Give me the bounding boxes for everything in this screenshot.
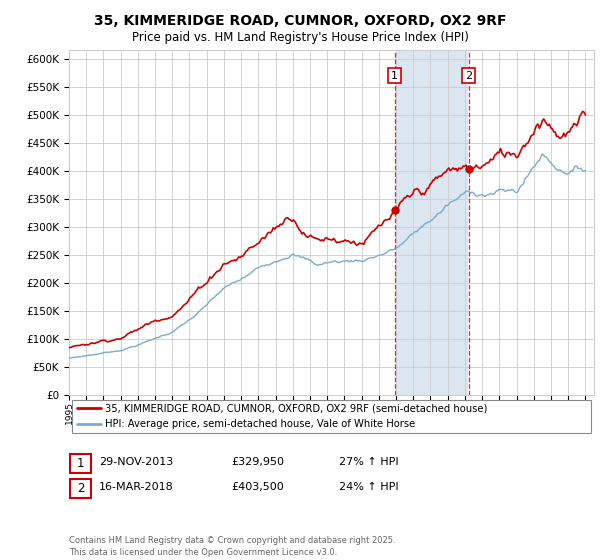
Text: 35, KIMMERIDGE ROAD, CUMNOR, OXFORD, OX2 9RF (semi-detached house): 35, KIMMERIDGE ROAD, CUMNOR, OXFORD, OX2… [105, 403, 487, 413]
Text: 2: 2 [77, 482, 84, 496]
Text: HPI: Average price, semi-detached house, Vale of White Horse: HPI: Average price, semi-detached house,… [105, 419, 415, 430]
FancyBboxPatch shape [71, 400, 592, 433]
Text: 1: 1 [77, 457, 84, 470]
Text: 16-MAR-2018: 16-MAR-2018 [99, 482, 174, 492]
Text: 1: 1 [391, 71, 398, 81]
Text: 27% ↑ HPI: 27% ↑ HPI [339, 457, 398, 467]
FancyBboxPatch shape [70, 479, 91, 498]
Text: 35, KIMMERIDGE ROAD, CUMNOR, OXFORD, OX2 9RF: 35, KIMMERIDGE ROAD, CUMNOR, OXFORD, OX2… [94, 14, 506, 28]
Text: 29-NOV-2013: 29-NOV-2013 [99, 457, 173, 467]
Text: £329,950: £329,950 [231, 457, 284, 467]
Text: 2: 2 [465, 71, 472, 81]
Text: Price paid vs. HM Land Registry's House Price Index (HPI): Price paid vs. HM Land Registry's House … [131, 31, 469, 44]
Text: 24% ↑ HPI: 24% ↑ HPI [339, 482, 398, 492]
FancyBboxPatch shape [70, 454, 91, 473]
Text: £403,500: £403,500 [231, 482, 284, 492]
Text: Contains HM Land Registry data © Crown copyright and database right 2025.
This d: Contains HM Land Registry data © Crown c… [69, 536, 395, 557]
